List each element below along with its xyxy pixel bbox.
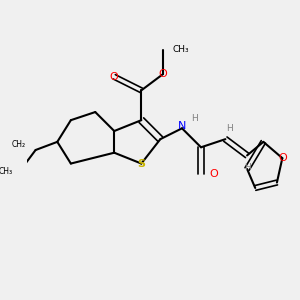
Text: O: O xyxy=(159,69,167,79)
Text: H: H xyxy=(226,124,233,133)
Text: S: S xyxy=(137,159,145,169)
Text: H: H xyxy=(244,163,250,172)
Text: H: H xyxy=(191,114,198,123)
Text: CH₃: CH₃ xyxy=(172,45,189,54)
Text: CH₃: CH₃ xyxy=(0,167,13,176)
Text: O: O xyxy=(209,169,218,179)
Text: O: O xyxy=(110,72,118,82)
Text: O: O xyxy=(278,153,287,163)
Text: CH₂: CH₂ xyxy=(12,140,26,149)
Text: N: N xyxy=(178,121,186,130)
